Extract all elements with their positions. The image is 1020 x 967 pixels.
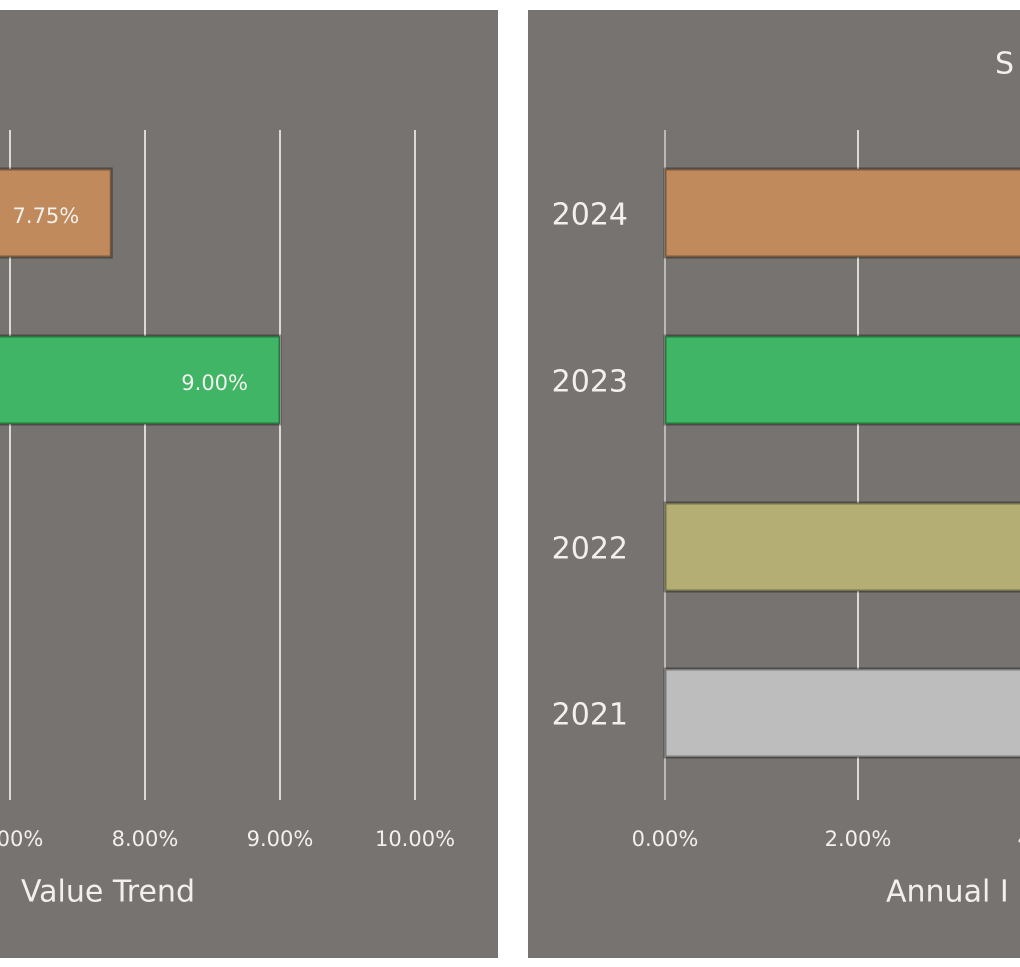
x-tick-label: 0.00% [632,827,699,851]
bar [0,334,282,426]
data-label: 7.75% [13,204,80,228]
data-label: 9.00% [181,371,248,395]
x-tick-label: 8.00% [112,827,179,851]
y-tick-label: 2023 [552,365,628,400]
bar [663,501,1020,593]
x-tick-label: 7.00% [0,827,43,851]
bar [663,334,1020,426]
x-tick-label: 2.00% [825,827,892,851]
y-tick-label: 2022 [552,532,628,567]
bar [663,667,1020,759]
x-tick-label: 10.00% [375,827,455,851]
chart-left: Value Trend 0.00%1.00%2.00%3.00%4.00%5.0… [0,10,498,958]
axis-title: Annual I [886,875,1009,910]
bar [0,167,113,259]
chart-right: S Annual I 0.00%2.00%4.00%6.00%8.00%10.0… [528,10,1020,958]
x-tick-label: 9.00% [247,827,314,851]
x-tick-label: 4.00% [1018,827,1020,851]
axis-title: Value Trend [21,875,195,910]
chart-title: S [995,47,1014,82]
bar [663,167,1020,259]
y-tick-label: 2024 [552,198,628,233]
y-tick-label: 2021 [552,698,628,733]
